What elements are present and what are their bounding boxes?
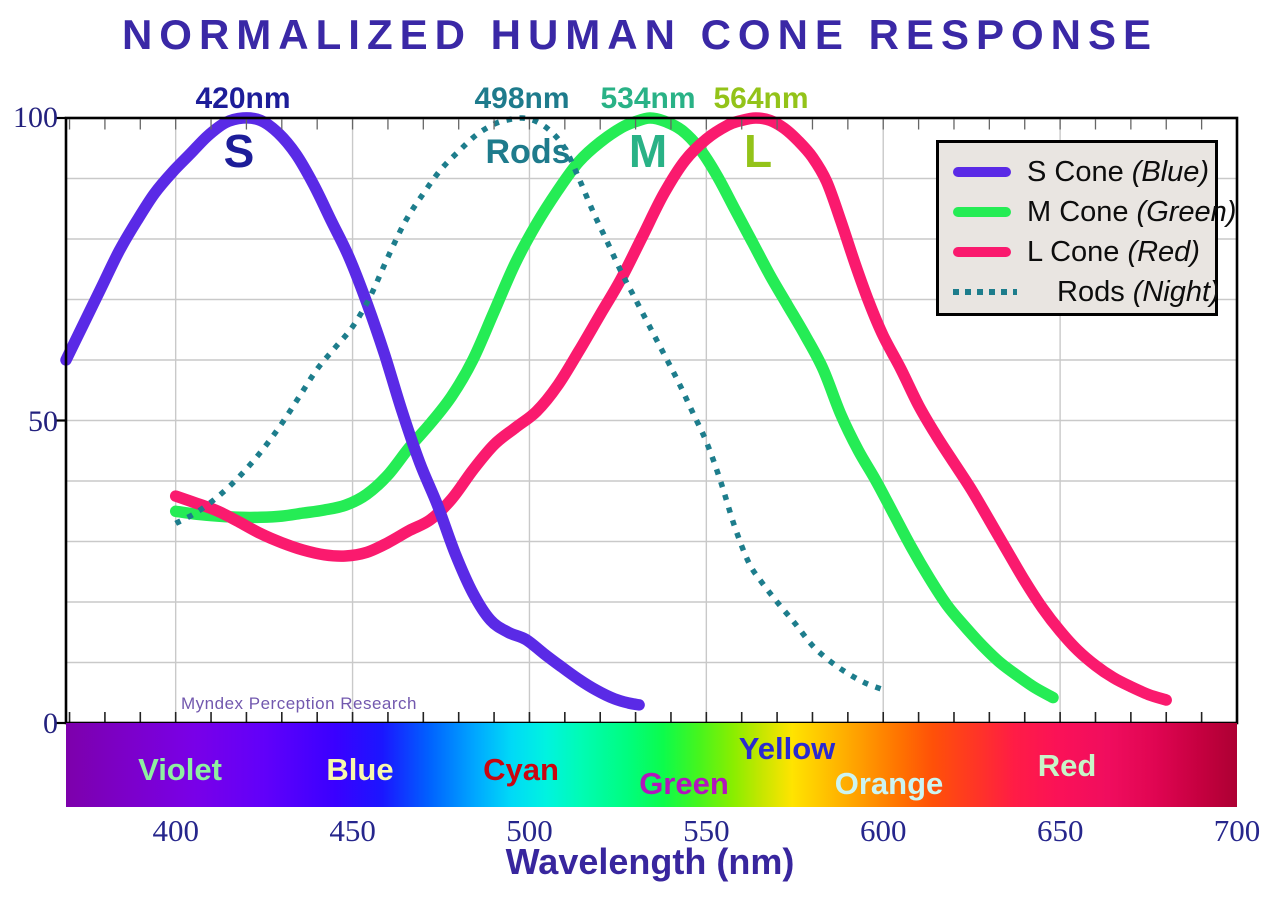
legend-label: Rods bbox=[1057, 275, 1125, 308]
s-cone-blue-curve bbox=[60, 112, 645, 711]
m-cone-swatch bbox=[953, 207, 1011, 217]
curves bbox=[60, 112, 1172, 711]
y-tick-50: 50 bbox=[28, 405, 58, 438]
legend-qualifier: (Red) bbox=[1127, 235, 1200, 268]
l-cone-swatch bbox=[953, 247, 1011, 257]
spectrum-label-red: Red bbox=[1037, 748, 1097, 783]
spectrum-label-orange: Orange bbox=[834, 766, 944, 801]
peak-label-rods-498nm: 498nm bbox=[474, 82, 570, 115]
gridlines bbox=[66, 118, 1237, 723]
s-cone-swatch bbox=[953, 167, 1011, 177]
rods-night-curve bbox=[174, 115, 885, 693]
spectrum-label-blue: Blue bbox=[326, 752, 394, 787]
legend-item-rods: Rods (Night) bbox=[953, 272, 1220, 312]
legend: S Cone (Blue) M Cone (Green) L Cone (Red) R… bbox=[936, 140, 1236, 316]
legend-label: M Cone bbox=[1027, 195, 1129, 228]
curve-letter-m: M bbox=[628, 125, 668, 177]
x-tick-550: 550 bbox=[683, 813, 730, 848]
legend-item-s-cone: S Cone (Blue) bbox=[953, 152, 1215, 192]
curve-letter-l: L bbox=[743, 125, 773, 177]
page-title: NORMALIZED HUMAN CONE RESPONSE bbox=[121, 11, 1159, 58]
l-cone-red-curve bbox=[169, 112, 1172, 706]
legend-qualifier: (Blue) bbox=[1131, 155, 1210, 188]
x-tick-700: 700 bbox=[1213, 813, 1261, 848]
x-tick-500: 500 bbox=[506, 813, 553, 848]
peak-label-l-564nm: 564nm bbox=[713, 82, 809, 115]
x-axis-title: Wavelength (nm) bbox=[505, 841, 795, 882]
legend-item-l-cone: L Cone (Red) bbox=[953, 232, 1215, 272]
legend-label: L Cone bbox=[1027, 235, 1120, 268]
peak-label-m-534nm: 534nm bbox=[600, 82, 696, 115]
legend-qualifier: (Night) bbox=[1132, 275, 1220, 308]
curve-letter-rods: Rods bbox=[485, 133, 571, 171]
watermark: Myndex Perception Research bbox=[181, 694, 418, 713]
legend-qualifier: (Green) bbox=[1136, 195, 1237, 228]
y-tick-100: 100 bbox=[13, 101, 58, 134]
spectrum-label-cyan: Cyan bbox=[483, 752, 559, 787]
spectrum-label-violet: Violet bbox=[138, 752, 222, 787]
spectrum-label-green: Green bbox=[639, 766, 729, 801]
visible-spectrum-bar: Violet Blue Cyan Green Yellow Orange Red bbox=[66, 723, 1237, 807]
x-tick-600: 600 bbox=[860, 813, 907, 848]
legend-item-m-cone: M Cone (Green) bbox=[953, 192, 1236, 232]
legend-label: S Cone bbox=[1027, 155, 1124, 188]
y-tick-0: 0 bbox=[43, 707, 58, 740]
x-tick-450: 450 bbox=[329, 813, 376, 848]
peak-label-s-420nm: 420nm bbox=[195, 82, 291, 115]
rods-swatch bbox=[953, 289, 1017, 295]
curve-letter-s: S bbox=[223, 125, 255, 177]
spectrum-label-yellow: Yellow bbox=[738, 731, 836, 766]
x-tick-650: 650 bbox=[1036, 813, 1084, 848]
x-tick-400: 400 bbox=[152, 813, 199, 848]
